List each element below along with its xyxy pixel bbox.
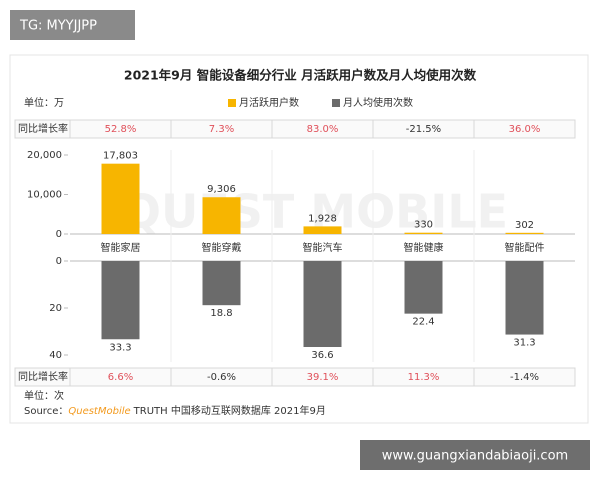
bar	[303, 261, 342, 348]
source-brand: QuestMobile	[68, 406, 130, 417]
value-label: 9,306	[207, 184, 236, 195]
x-tick-label: 智能配件	[505, 241, 545, 254]
growth-value: -21.5%	[406, 124, 441, 135]
source-rest: TRUTH 中国移动互联网数据库 2021年9月	[133, 404, 326, 417]
legend-label: 月人均使用次数	[343, 96, 413, 109]
x-tick-label: 智能汽车	[303, 241, 343, 254]
source-prefix: Source：	[24, 406, 68, 417]
bar	[404, 232, 443, 234]
bar	[505, 261, 544, 335]
bar	[101, 163, 140, 234]
value-label: 33.3	[109, 342, 131, 353]
growth-value: -0.6%	[207, 372, 236, 383]
value-label: 36.6	[311, 350, 333, 361]
growth-value: 83.0%	[307, 124, 339, 135]
growth-value: 36.0%	[509, 124, 541, 135]
growth-value: 11.3%	[408, 372, 440, 383]
watermark: TG: MYYJJPP	[19, 19, 97, 34]
growth-value: 52.8%	[105, 124, 137, 135]
unit-label: 单位：万	[24, 96, 64, 109]
watermark: www.guangxiandabiaoji.com	[382, 449, 568, 464]
growth-row	[14, 119, 576, 139]
bar	[303, 226, 342, 234]
x-tick-label: 智能穿戴	[202, 241, 242, 254]
x-tick-label: 智能健康	[404, 241, 444, 254]
growth-value: 39.1%	[307, 372, 339, 383]
bar	[202, 261, 241, 306]
source: Source：QuestMobile TRUTH 中国移动互联网数据库 2021年…	[24, 404, 326, 417]
y-tick-label: 20,000	[27, 150, 62, 161]
value-label: 330	[414, 220, 433, 231]
value-label: 22.4	[412, 317, 434, 328]
growth-label: 同比增长率	[18, 370, 68, 383]
x-tick-label: 智能家居	[101, 241, 141, 254]
y2-tick-label: 0	[56, 256, 62, 267]
growth-label: 同比增长率	[18, 122, 68, 135]
legend-label: 月活跃用户数	[239, 96, 299, 109]
bar	[404, 261, 443, 314]
value-label: 302	[515, 220, 534, 231]
unit-label: 单位：次	[24, 389, 64, 402]
legend-swatch	[332, 99, 340, 107]
growth-value: 6.6%	[108, 372, 133, 383]
growth-value: 7.3%	[209, 124, 234, 135]
bar	[202, 197, 241, 234]
watermark-box	[360, 440, 590, 470]
bar	[505, 232, 544, 234]
y-tick-label: 10,000	[27, 190, 62, 201]
y-tick-label: 0	[56, 229, 62, 240]
value-label: 18.8	[210, 308, 232, 319]
value-label: 1,928	[308, 213, 337, 224]
value-label: 17,803	[103, 151, 138, 162]
growth-value: -1.4%	[510, 372, 539, 383]
chart-title: 2021年9月 智能设备细分行业 月活跃用户数及月人均使用次数	[124, 68, 477, 83]
growth-row	[14, 367, 576, 387]
y2-tick-label: 40	[49, 350, 62, 361]
value-label: 31.3	[513, 338, 535, 349]
bar	[101, 261, 140, 340]
watermark-box	[10, 10, 135, 40]
y2-tick-label: 20	[49, 303, 62, 314]
legend-swatch	[228, 99, 236, 107]
chart-card	[9, 54, 589, 424]
